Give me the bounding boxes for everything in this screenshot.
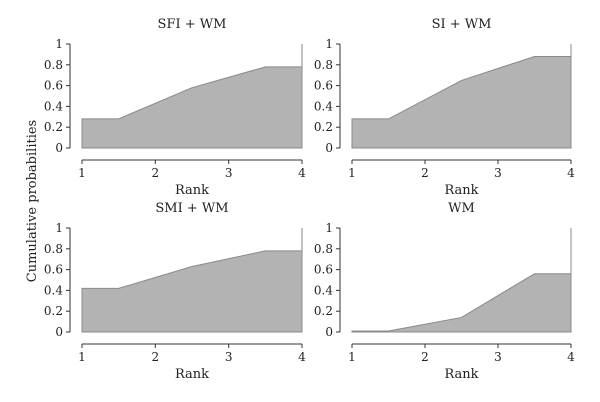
x-tick-label: 3	[225, 166, 233, 180]
cumulative-area	[351, 273, 572, 333]
x-axis-label: Rank	[175, 367, 209, 382]
panel-4: WM 0 0.2 0.4 0.6 0.8 1 1 2 3 4 Rank	[314, 201, 575, 382]
y-tick-label: 0.6	[314, 79, 333, 93]
cumulative-area	[81, 250, 303, 333]
panel-title: WM	[448, 201, 475, 216]
y-tick-label: 0.4	[44, 99, 63, 113]
y-tick-label: 1	[55, 37, 63, 51]
panels-group: SFI + WM 0 0.2 0.4 0.6 0.8 1 1 2 3 4 Rank SI + WM 0 0.…	[44, 17, 575, 382]
x-tick-label: 2	[421, 166, 429, 180]
y-tick-label: 0.2	[314, 304, 333, 318]
y-tick-label: 0.2	[44, 120, 63, 134]
y-tick-label: 0	[325, 141, 333, 155]
x-tick-label: 3	[494, 350, 502, 364]
panel-title: SMI + WM	[155, 201, 228, 216]
x-axis-label: Rank	[175, 183, 209, 198]
cumulative-area	[81, 66, 303, 149]
x-tick-label: 4	[567, 166, 575, 180]
y-tick-label: 0	[55, 325, 63, 339]
cumulative-area	[351, 55, 572, 149]
y-tick-label: 0.8	[44, 58, 63, 72]
y-tick-label: 0	[55, 141, 63, 155]
x-tick-label: 2	[421, 350, 429, 364]
y-tick-label: 0.4	[314, 99, 333, 113]
x-tick-label: 3	[225, 350, 233, 364]
y-tick-label: 0.8	[44, 242, 63, 256]
panel-title: SI + WM	[432, 17, 492, 32]
y-tick-label: 0.8	[314, 58, 333, 72]
panel-3: SMI + WM 0 0.2 0.4 0.6 0.8 1 1 2 3 4 Rank	[44, 201, 306, 382]
panel-1: SFI + WM 0 0.2 0.4 0.6 0.8 1 1 2 3 4 Rank	[44, 17, 306, 198]
x-tick-label: 1	[348, 350, 356, 364]
y-tick-label: 0.2	[314, 120, 333, 134]
y-tick-label: 0.2	[44, 304, 63, 318]
y-tick-label: 1	[55, 221, 63, 235]
x-axis-label: Rank	[444, 183, 478, 198]
x-tick-label: 4	[298, 166, 306, 180]
y-tick-label: 0.4	[314, 283, 333, 297]
y-tick-label: 0.8	[314, 242, 333, 256]
x-tick-label: 3	[494, 166, 502, 180]
x-tick-label: 4	[567, 350, 575, 364]
y-tick-label: 0.4	[44, 283, 63, 297]
y-tick-label: 1	[325, 221, 333, 235]
panel-2: SI + WM 0 0.2 0.4 0.6 0.8 1 1 2 3 4 Rank	[314, 17, 575, 198]
x-tick-label: 2	[152, 350, 160, 364]
y-tick-label: 1	[325, 37, 333, 51]
y-tick-label: 0.6	[314, 263, 333, 277]
x-tick-label: 4	[298, 350, 306, 364]
y-tick-label: 0.6	[44, 79, 63, 93]
x-tick-label: 1	[78, 350, 86, 364]
shared-y-axis-label: Cumulative probabilities	[25, 120, 40, 282]
x-axis-label: Rank	[444, 367, 478, 382]
y-tick-label: 0.6	[44, 263, 63, 277]
x-tick-label: 2	[152, 166, 160, 180]
panel-title: SFI + WM	[158, 17, 227, 32]
x-tick-label: 1	[348, 166, 356, 180]
y-tick-label: 0	[325, 325, 333, 339]
x-tick-label: 1	[78, 166, 86, 180]
